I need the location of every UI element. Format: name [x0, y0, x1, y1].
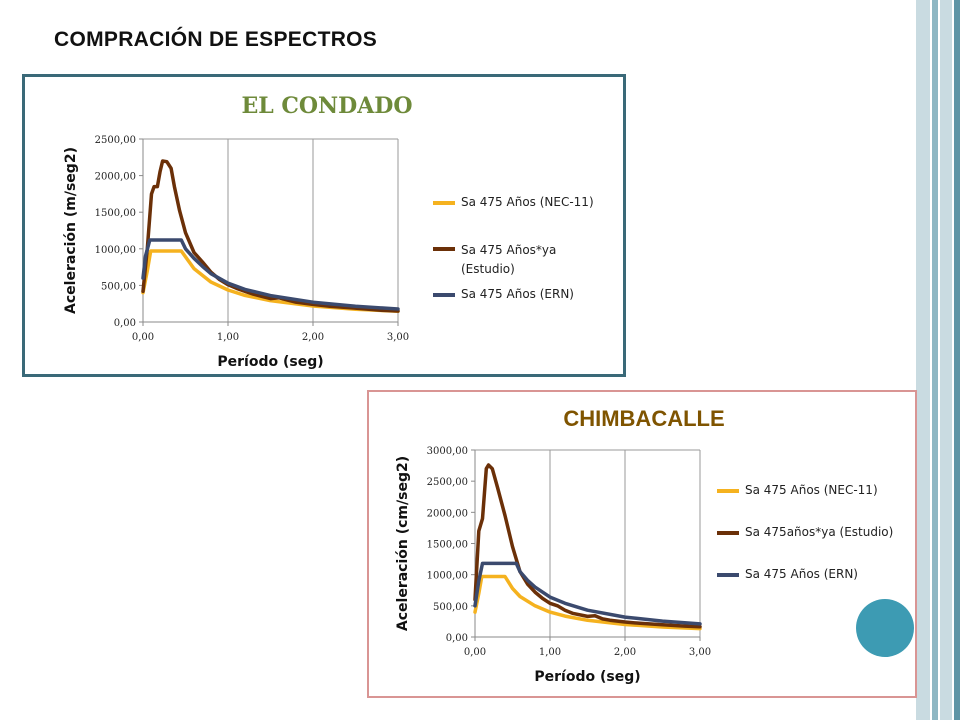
frame-bar-light-2 — [940, 0, 952, 720]
y-tick-label: 2000,00 — [427, 508, 468, 519]
legend-item: Sa 475años*ya (Estudio) — [717, 525, 907, 539]
y-tick-label: 2000,00 — [95, 172, 136, 183]
decorative-circle — [856, 599, 914, 657]
frame-bar-light — [916, 0, 930, 720]
legend-label: Sa 475 Años*ya (Estudio) — [461, 243, 557, 276]
legend-label: Sa 475 Años (NEC-11) — [461, 195, 594, 209]
legend-item: Sa 475 Años (ERN) — [433, 287, 623, 301]
chart-chimbacalle: 0,00 500,00 1000,00 1500,00 2000,00 2500,00 30… — [395, 446, 711, 685]
y-tick-label: 0,00 — [114, 318, 136, 329]
series-line — [141, 238, 400, 311]
x-tick-label: 0,00 — [464, 647, 486, 658]
series-line — [473, 561, 702, 626]
y-tick-label: 1000,00 — [427, 571, 468, 582]
legend-item: Sa 475 Años*ya (Estudio) — [433, 241, 593, 279]
legend-swatch — [717, 531, 739, 535]
legend-label: Sa 475 Años (ERN) — [461, 287, 574, 301]
chart-el-condado: 0,00 500,00 1000,00 1500,00 2000,00 2500,00 0,… — [63, 135, 409, 370]
legend-swatch — [717, 573, 739, 577]
legend-item: Sa 475 Años (NEC-11) — [433, 195, 623, 209]
legend-item: Sa 475 Años (ERN) — [717, 567, 907, 581]
y-tick-label: 500,00 — [101, 281, 136, 292]
x-axis-label: Período (seg) — [217, 354, 323, 370]
y-tick-label: 500,00 — [433, 602, 468, 613]
x-tick-label: 3,00 — [387, 332, 409, 343]
legend-swatch — [717, 489, 739, 493]
chart-title: CHIMBACALLE — [563, 406, 725, 431]
series-line — [141, 249, 400, 314]
y-tick-label: 3000,00 — [427, 446, 468, 457]
decorative-frame-bars — [916, 0, 960, 720]
chart-title: EL CONDADO — [241, 93, 413, 119]
y-tick-label: 1500,00 — [427, 540, 468, 551]
y-axis-label: Aceleración (m/seg2) — [63, 147, 79, 314]
legend-item: Sa 475 Años (NEC-11) — [717, 483, 907, 497]
series-line — [473, 463, 702, 629]
chart-panel-chimbacalle: CHIMBACALLE 0,00 500,00 1000,00 1500,00 2000… — [367, 390, 917, 698]
legend-swatch — [433, 293, 455, 297]
legend-swatch — [433, 247, 455, 251]
x-axis-label: Período (seg) — [534, 669, 640, 685]
legend-swatch — [433, 201, 455, 205]
y-tick-label: 0,00 — [446, 633, 468, 644]
series-line — [473, 574, 702, 631]
x-tick-label: 1,00 — [217, 332, 239, 343]
frame-bar-mid — [932, 0, 938, 720]
y-tick-label: 1000,00 — [95, 245, 136, 256]
slide-title: COMPRACIÓN DE ESPECTROS — [54, 28, 378, 51]
legend-label: Sa 475 Años (ERN) — [745, 567, 858, 581]
legend-label: Sa 475años*ya (Estudio) — [745, 525, 894, 539]
y-axis-label: Aceleración (cm/seg2) — [395, 456, 411, 631]
frame-bar-dark — [954, 0, 960, 720]
y-tick-label: 2500,00 — [427, 477, 468, 488]
x-tick-label: 3,00 — [689, 647, 711, 658]
x-tick-label: 2,00 — [302, 332, 324, 343]
x-tick-label: 2,00 — [614, 647, 636, 658]
chart-panel-el-condado: EL CONDADO 0,00 500,00 1000,00 1500,00 2000,… — [22, 74, 626, 377]
legend-label: Sa 475 Años (NEC-11) — [745, 483, 878, 497]
y-tick-label: 2500,00 — [95, 135, 136, 146]
y-tick-label: 1500,00 — [95, 208, 136, 219]
x-tick-label: 1,00 — [539, 647, 561, 658]
x-tick-label: 0,00 — [132, 332, 154, 343]
series-line — [141, 159, 400, 313]
